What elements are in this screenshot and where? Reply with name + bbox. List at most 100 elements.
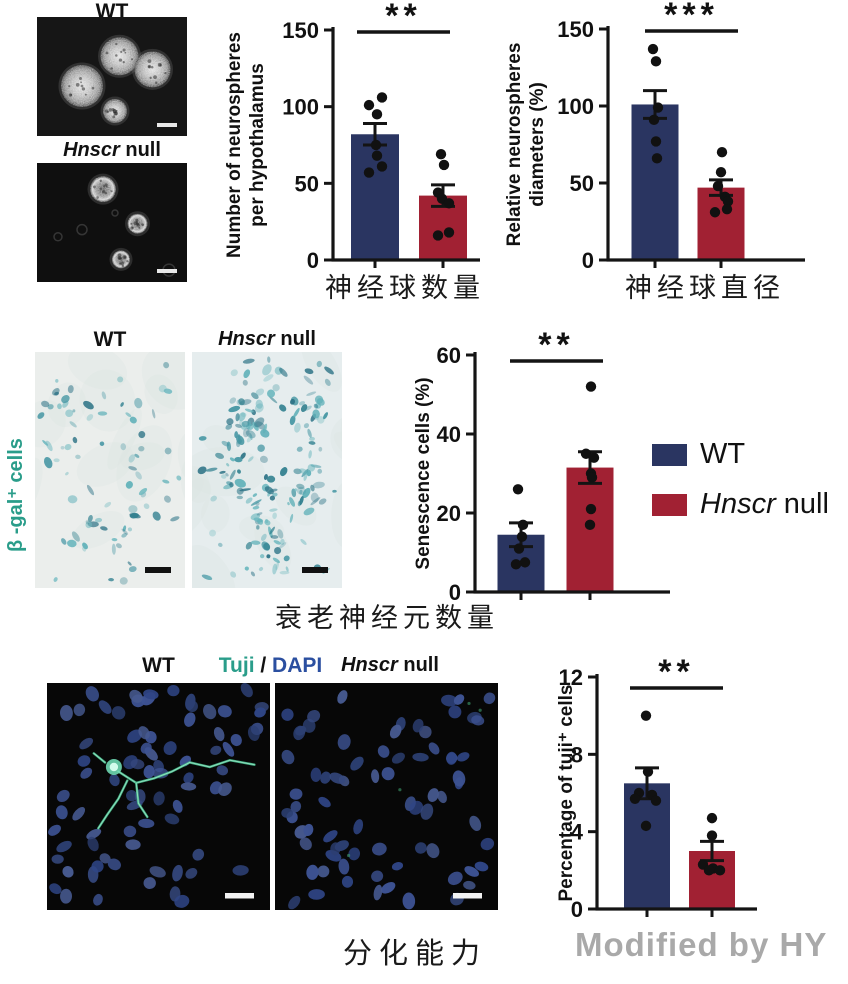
dapi-nucleus <box>480 837 495 851</box>
bgal-cell <box>170 516 180 522</box>
bgal-cell <box>316 360 322 368</box>
bgal-cell <box>128 466 137 471</box>
bgal-cell <box>85 520 90 525</box>
dapi-nucleus <box>371 769 380 784</box>
dapi-nucleus <box>109 774 120 787</box>
bgal-cell <box>289 415 296 426</box>
scale-bar <box>302 567 328 573</box>
bgal-cell <box>266 389 276 398</box>
dapi-nucleus <box>240 683 253 698</box>
bgal-cell <box>266 554 271 559</box>
dapi-nucleus <box>447 871 463 886</box>
bgal-cell <box>266 475 276 483</box>
bgal-null-label: Hnscr null <box>192 328 342 351</box>
bgal-cell <box>254 403 264 413</box>
dapi-nucleus <box>288 895 301 910</box>
bgal-cell <box>317 468 323 474</box>
dapi-nucleus <box>469 815 482 831</box>
scatter-point-wt <box>376 92 388 103</box>
axes: 0 50 100 150 <box>557 17 805 273</box>
bgal-image-null <box>192 352 342 588</box>
scatter-point-wt <box>371 150 383 161</box>
scatter-point-wt <box>650 795 662 806</box>
bgal-cell <box>225 472 229 477</box>
neurosphere-image-null <box>37 163 187 282</box>
bgal-cell <box>287 502 290 506</box>
scale-bar <box>157 123 177 127</box>
y-tick-label: 8 <box>571 742 583 767</box>
bgal-cell <box>163 388 173 394</box>
dapi-nucleus <box>391 862 404 871</box>
legend-label-wt: WT <box>700 438 746 470</box>
dapi-nucleus <box>138 726 150 740</box>
dapi-nucleus <box>453 694 465 705</box>
fluor-stain-label: Tuji / DAPI <box>193 654 348 678</box>
scatter-point-wt <box>652 102 664 113</box>
scatter-point-wt <box>363 99 375 111</box>
bgal-cell <box>87 514 93 523</box>
caption-differentiation: 分化能力 <box>342 936 487 970</box>
dapi-nucleus <box>127 729 143 743</box>
y-tick-label: 40 <box>437 422 461 447</box>
section-background <box>35 352 185 588</box>
bgal-cell <box>128 566 137 573</box>
bgal-cell <box>125 481 133 489</box>
bgal-cell <box>313 403 319 409</box>
scatter-point-wt <box>629 793 641 804</box>
debris-ring <box>111 209 119 217</box>
bgal-cell <box>268 395 278 404</box>
dapi-nucleus <box>381 882 396 894</box>
dapi-nucleus <box>463 880 476 890</box>
bgal-cell <box>254 417 265 428</box>
bgal-cell <box>83 400 94 410</box>
bgal-cell <box>205 575 212 580</box>
hnscr-italic-text: Hnscr <box>63 139 120 161</box>
dapi-nucleus <box>56 840 72 853</box>
bgal-cell <box>264 519 271 526</box>
scatter-point-hnscr-null <box>715 167 727 178</box>
dapi-nucleus <box>72 806 86 821</box>
scatter-point-wt <box>516 531 528 542</box>
dapi-nucleus <box>456 752 470 762</box>
scatter-point-wt <box>650 136 662 147</box>
legend-label-null: Hnscr null <box>700 488 829 520</box>
bgal-cell <box>285 566 289 572</box>
bgal-cell <box>108 578 115 582</box>
bgal-cell <box>117 376 124 383</box>
bgal-cell <box>310 497 321 506</box>
bgal-cell <box>246 436 252 443</box>
bgal-cell <box>306 391 317 396</box>
scatter-point-wt <box>519 557 531 568</box>
dapi-nucleus <box>377 745 390 758</box>
bgal-cell <box>310 492 319 503</box>
bgal-cell <box>128 505 138 514</box>
bgal-cell <box>163 361 170 369</box>
dapi-nucleus <box>437 790 447 804</box>
null-text: null <box>397 654 439 676</box>
bgal-cell <box>61 538 67 545</box>
dapi-nucleus <box>87 836 99 852</box>
bgal-cell <box>296 446 303 452</box>
y-tick-label: 50 <box>570 171 594 196</box>
bgal-cell <box>302 487 311 499</box>
bgal-cell <box>324 378 331 387</box>
dapi-nucleus <box>99 853 111 864</box>
bgal-cell <box>263 474 268 481</box>
scatter-point-hnscr-null <box>586 472 598 483</box>
dapi-nucleus <box>402 892 416 910</box>
scatter-point-wt <box>640 820 652 832</box>
bgal-cell <box>245 497 253 504</box>
bgal-row-label: β -gal⁺ cells <box>5 438 27 552</box>
scatter-point-hnscr-null <box>714 865 726 876</box>
bgal-cell <box>279 367 288 377</box>
dapi-nucleus <box>111 706 126 720</box>
bgal-cell <box>272 557 280 563</box>
bgal-cell <box>242 379 248 386</box>
bgal-cell <box>301 468 309 478</box>
dapi-nucleus <box>373 884 383 901</box>
dapi-nucleus <box>60 704 73 721</box>
scatter-point-hnscr-null <box>712 180 724 192</box>
bgal-cell <box>290 398 296 405</box>
bgal-cell <box>239 488 252 492</box>
scatter-point-wt <box>517 519 529 531</box>
